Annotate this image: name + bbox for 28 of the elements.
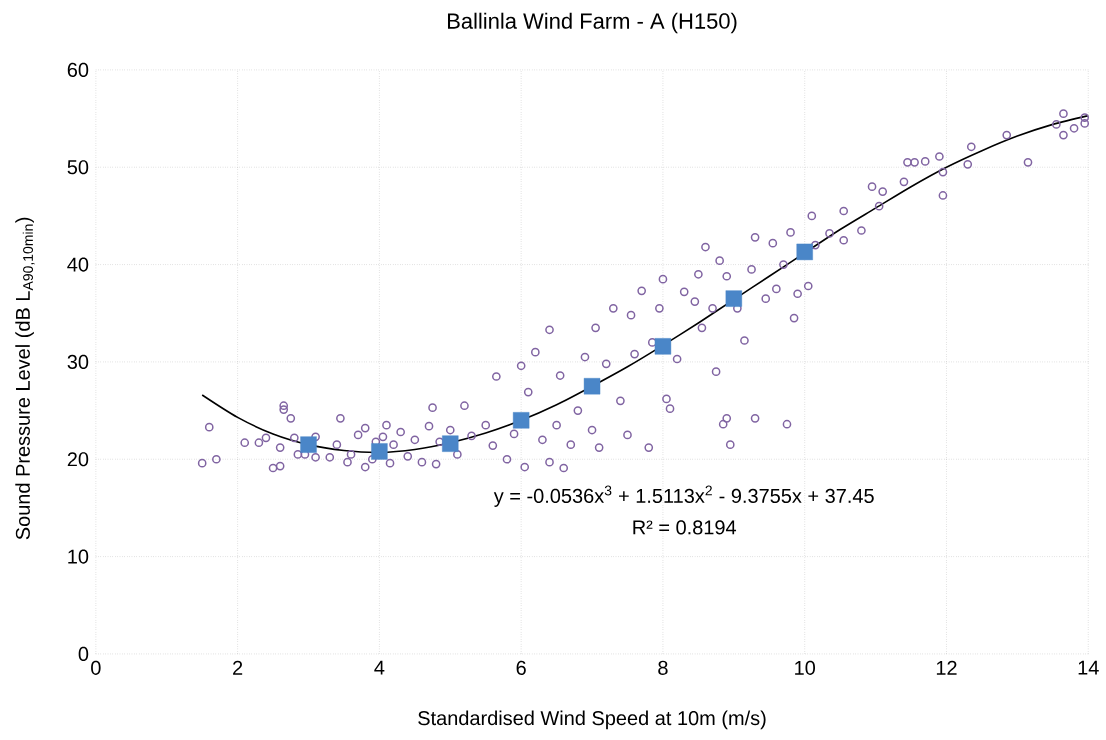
y-axis-title: Sound Pressure Level (dB L$_{A90,10min}$) [15, 217, 35, 540]
x-tick-label: 4 [374, 660, 385, 675]
y-tick-label: 40 [67, 257, 89, 272]
point [583, 378, 601, 395]
y-tick-label: 10 [68, 549, 89, 564]
x-tick-label: 0 [91, 660, 101, 676]
x-tick-label: 12 [936, 660, 957, 675]
point [300, 436, 317, 453]
annotation: R² = 0.8194 [633, 520, 737, 535]
y-tick-label: 20 [67, 452, 89, 467]
point [654, 338, 672, 355]
point [442, 435, 459, 452]
y-tick-label: 60 [67, 62, 89, 78]
x-axis-title: Standardised Wind Speed at 10m (m/s) [418, 710, 766, 730]
x-tick-label: 8 [658, 660, 668, 676]
x-tick-label: 6 [516, 660, 526, 676]
annotation: y = -0.0536x$^{3}$ + 1.5113x$^{2}$ - 9.3755x + 37.45 [493, 485, 874, 508]
y-tick-label: 50 [67, 160, 89, 175]
chart-title: Ballinla Wind Farm - A (H150) [447, 12, 737, 34]
point [796, 243, 813, 261]
y-tick-label: 0 [78, 646, 89, 662]
point [512, 412, 530, 429]
x-tick-label: 10 [795, 660, 816, 676]
x-tick-label: 14 [1078, 660, 1099, 675]
point [371, 443, 388, 460]
y-tick-label: 30 [67, 354, 89, 370]
point [725, 290, 743, 307]
x-tick-label: 2 [233, 660, 243, 675]
